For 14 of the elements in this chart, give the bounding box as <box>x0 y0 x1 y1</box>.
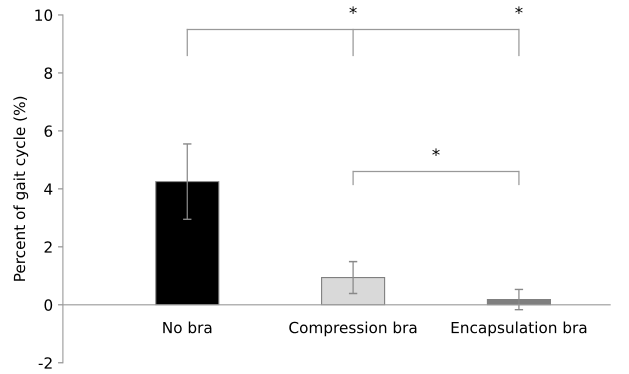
y-tick-label: 4 <box>44 184 52 195</box>
y-tick-label: -2 <box>38 357 52 369</box>
x-tick-label: Encapsulation bra <box>452 321 586 336</box>
annotation: * <box>432 148 440 156</box>
y-tick-label: 6 <box>44 125 52 137</box>
x-tick-label: No bra <box>163 321 212 334</box>
text: * <box>515 6 523 14</box>
y-tick-label: 10 <box>35 9 52 21</box>
text: * <box>349 6 357 14</box>
y-axis-title: Percent of gait cycle (%) <box>13 96 28 281</box>
y-tick-label: 8 <box>44 67 52 79</box>
x-tick-label: Compression bra <box>289 321 416 336</box>
y-tick-label: 0 <box>44 299 52 311</box>
y-tick-label: 2 <box>44 241 52 253</box>
